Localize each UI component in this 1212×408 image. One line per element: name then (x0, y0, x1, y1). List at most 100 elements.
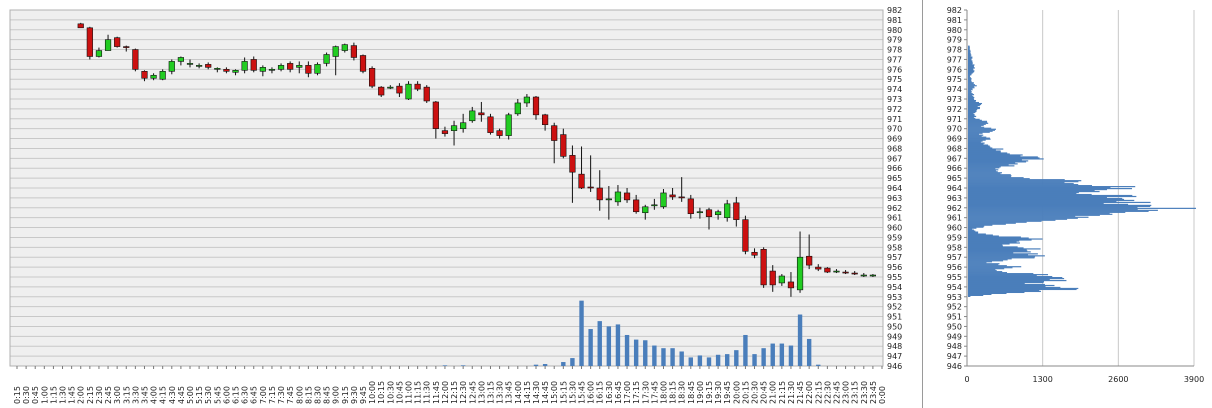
volume-bar (615, 324, 621, 366)
profile-bar (968, 106, 981, 109)
x-tick-label: 17:30 (641, 381, 650, 404)
y-tick-label: 946 (887, 362, 902, 371)
profile-bar (968, 286, 1061, 289)
profile-bar (968, 52, 971, 54)
candle-body (596, 187, 603, 201)
profile-y-tick-label: 957 (947, 253, 962, 262)
x-tick-label: 13:00 (477, 381, 486, 404)
x-tick-label: 13:15 (486, 381, 495, 404)
candle (651, 198, 658, 210)
candle (132, 48, 139, 72)
x-tick-label: 14:45 (541, 381, 550, 404)
candle-body (742, 219, 749, 252)
profile-bar (968, 220, 1042, 222)
profile-bar (968, 48, 970, 50)
candle (815, 264, 822, 272)
profile-bar (968, 275, 1037, 277)
y-tick-label: 947 (887, 352, 902, 361)
profile-bar (968, 201, 1151, 204)
x-tick-label: 19:15 (705, 381, 714, 404)
candle-body (314, 64, 321, 74)
profile-bar (968, 86, 975, 88)
profile-bar (968, 78, 972, 80)
candle (733, 196, 740, 227)
candle (450, 120, 458, 146)
profile-bar (968, 100, 976, 103)
candle (104, 34, 112, 51)
x-tick-label: 4:00 (150, 386, 159, 404)
x-tick-label: 8:30 (313, 386, 322, 404)
candle (177, 56, 184, 66)
candle-body (478, 112, 485, 116)
profile-bar (968, 136, 987, 138)
volume-bar (606, 326, 612, 366)
candle-body (833, 270, 840, 273)
profile-bar (968, 134, 984, 136)
candle (305, 61, 312, 78)
candle-body (432, 101, 439, 129)
profile-bar (968, 121, 988, 123)
profile-x-labels: 0 1300 2600 3900 (964, 375, 1204, 384)
y-tick-label: 956 (887, 263, 902, 272)
profile-bar (968, 122, 989, 124)
profile-bar (968, 71, 975, 73)
y-tick-label: 949 (887, 332, 902, 341)
profile-bar (968, 77, 971, 79)
profile-bar (968, 104, 980, 107)
x-tick-label: 20:15 (741, 381, 750, 404)
profile-bar (968, 126, 985, 128)
profile-bar (968, 150, 1001, 152)
profile-bar (968, 108, 978, 111)
profile-bar (968, 274, 1049, 276)
profile-y-tick-label: 967 (947, 154, 962, 163)
profile-bar (968, 133, 980, 135)
profile-bar (968, 96, 974, 98)
x-tick-label: 13:45 (505, 381, 514, 404)
profile-bar (968, 248, 1041, 250)
candle-body (232, 70, 239, 73)
profile-y-tick-label: 966 (947, 164, 962, 173)
profile-bar (968, 113, 975, 116)
volume-bar (679, 351, 684, 366)
candle (259, 65, 266, 77)
y-tick-label: 974 (887, 85, 902, 94)
x-tick-label: 19:00 (696, 381, 705, 404)
x-tick-label: 17:00 (623, 381, 632, 404)
candle-body (423, 86, 430, 102)
profile-bar (968, 180, 1082, 182)
profile-bar (968, 120, 988, 122)
profile-bar (968, 257, 1035, 259)
x-tick-label: 16:45 (614, 381, 623, 404)
profile-bar (968, 144, 989, 146)
candle (150, 73, 157, 81)
profile-bar (968, 272, 1008, 274)
profile-y-tick-label: 959 (947, 233, 962, 242)
candle (432, 100, 439, 139)
profile-bar (968, 145, 990, 147)
candle (478, 101, 485, 122)
candle-body (633, 199, 640, 213)
profile-y-tick-label: 952 (947, 303, 962, 312)
candle-body (496, 130, 503, 136)
candle (569, 145, 576, 203)
candle-body (487, 116, 494, 133)
y-tick-label: 954 (887, 283, 902, 292)
x-axis-labels: 0:15 0:30 0:45 1:00 1:15 1:30 1:45 2:00 2:15 2:30… (13, 366, 887, 404)
profile-bar (968, 146, 991, 148)
x-tick-label: 9:45 (359, 386, 368, 404)
x-tick-label: 6:15 (232, 386, 241, 404)
candle (724, 199, 731, 222)
candle (405, 81, 412, 100)
candle (250, 56, 257, 73)
x-tick-label: 22:15 (814, 381, 823, 404)
profile-bar (968, 161, 1027, 163)
volume-bar (806, 338, 812, 366)
profile-bar (968, 72, 973, 74)
candle-body (250, 59, 257, 71)
profile-bar (968, 99, 977, 102)
volume-bar (715, 354, 721, 366)
profile-bar (968, 215, 1076, 217)
candle-body (196, 65, 203, 67)
profile-bar (968, 88, 973, 90)
profile-bar (968, 262, 987, 264)
